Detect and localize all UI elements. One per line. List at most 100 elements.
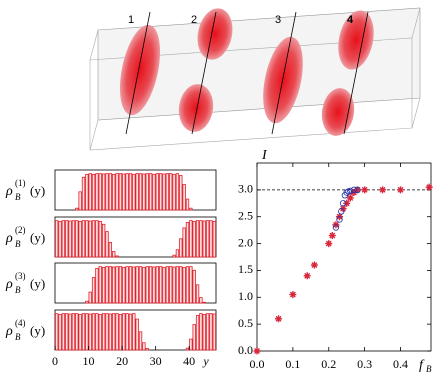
- y-tick-label: 0.5: [238, 316, 253, 330]
- bar: [68, 220, 72, 258]
- bar: [189, 220, 193, 258]
- panel-label: ρ: [5, 184, 13, 199]
- bar: [112, 173, 116, 211]
- bar: [199, 297, 203, 304]
- bar: [195, 315, 200, 351]
- bar: [202, 220, 206, 258]
- bar: [78, 191, 82, 211]
- bar: [145, 266, 149, 304]
- bar: [135, 173, 139, 211]
- bar: [55, 220, 59, 258]
- x-tick-label: 20: [116, 354, 128, 368]
- bar: [158, 266, 163, 304]
- panel-label-sub: B: [15, 239, 21, 249]
- bar: [122, 313, 126, 351]
- bar: [91, 277, 96, 304]
- bar: [158, 173, 163, 211]
- bar: [175, 249, 180, 258]
- bar: [128, 313, 133, 351]
- bar: [85, 313, 89, 351]
- bar: [115, 313, 119, 351]
- bar: [132, 313, 136, 351]
- x-axis-label: f: [419, 358, 425, 373]
- bar: [155, 173, 159, 211]
- bar: [105, 313, 109, 351]
- plot-frame: [256, 162, 432, 352]
- bar: [101, 173, 106, 211]
- bar: [125, 266, 129, 304]
- x-tick-label: 0: [52, 354, 58, 368]
- bar: [85, 173, 89, 211]
- bar: [108, 266, 113, 304]
- bar: [78, 220, 82, 258]
- point: [361, 186, 369, 194]
- bar: [95, 220, 99, 258]
- bar: [85, 220, 89, 258]
- point: [379, 186, 387, 194]
- bar: [142, 266, 146, 304]
- bar: [172, 254, 176, 258]
- bar: [209, 220, 213, 258]
- bar: [132, 266, 136, 304]
- bar: [95, 173, 99, 211]
- box-edge: [89, 119, 99, 151]
- bar: [101, 266, 106, 304]
- bar: [65, 220, 69, 258]
- bar: [179, 266, 183, 304]
- bar: [115, 255, 119, 258]
- bar: [152, 266, 156, 304]
- bar: [162, 266, 166, 304]
- bar: [145, 173, 149, 211]
- bar: [189, 266, 193, 304]
- point: [354, 186, 361, 194]
- x-tick-label: 30: [150, 354, 162, 368]
- point: [425, 183, 433, 191]
- y-tick-label: 2.0: [238, 235, 253, 249]
- bar: [75, 207, 79, 211]
- bar: [61, 220, 66, 258]
- panel-label-sub: B: [15, 192, 21, 202]
- bar: [212, 220, 217, 258]
- point: [339, 200, 347, 207]
- bar: [132, 173, 136, 211]
- blob: [178, 84, 214, 132]
- bar: [122, 266, 126, 304]
- bar: [192, 220, 196, 258]
- render-label: 1: [128, 14, 134, 26]
- bar: [105, 266, 109, 304]
- bar: [172, 173, 176, 211]
- bar: [182, 227, 186, 258]
- panel-label-arg: (y): [30, 276, 45, 291]
- bar: [135, 266, 139, 304]
- x-tick-label: 0.3: [357, 357, 372, 371]
- render-label: 4: [347, 14, 354, 26]
- bar: [125, 173, 129, 211]
- box-edge: [411, 7, 421, 39]
- point: [346, 194, 354, 202]
- point: [275, 315, 283, 323]
- axis-line: [191, 11, 217, 135]
- point: [328, 232, 336, 240]
- bar: [98, 220, 102, 258]
- bar: [165, 266, 170, 304]
- blob: [119, 24, 161, 116]
- box-edge: [411, 97, 421, 129]
- bar: [185, 266, 190, 304]
- bar: [138, 331, 143, 351]
- bar: [162, 173, 166, 211]
- bar: [205, 220, 210, 258]
- bar: [185, 347, 190, 351]
- point: [310, 261, 318, 269]
- bar: [169, 266, 173, 304]
- panel-label-sub: B: [15, 332, 21, 342]
- bar: [75, 220, 79, 258]
- bar: [185, 198, 190, 211]
- axis-line: [343, 11, 369, 135]
- x-tick-label: 0.4: [393, 357, 408, 371]
- panel-label-arg: (y): [30, 183, 45, 198]
- axis-line: [125, 11, 151, 135]
- bar: [81, 313, 86, 351]
- bar: [112, 251, 116, 258]
- blob: [197, 8, 233, 60]
- y-tick-label: 2.5: [238, 208, 253, 222]
